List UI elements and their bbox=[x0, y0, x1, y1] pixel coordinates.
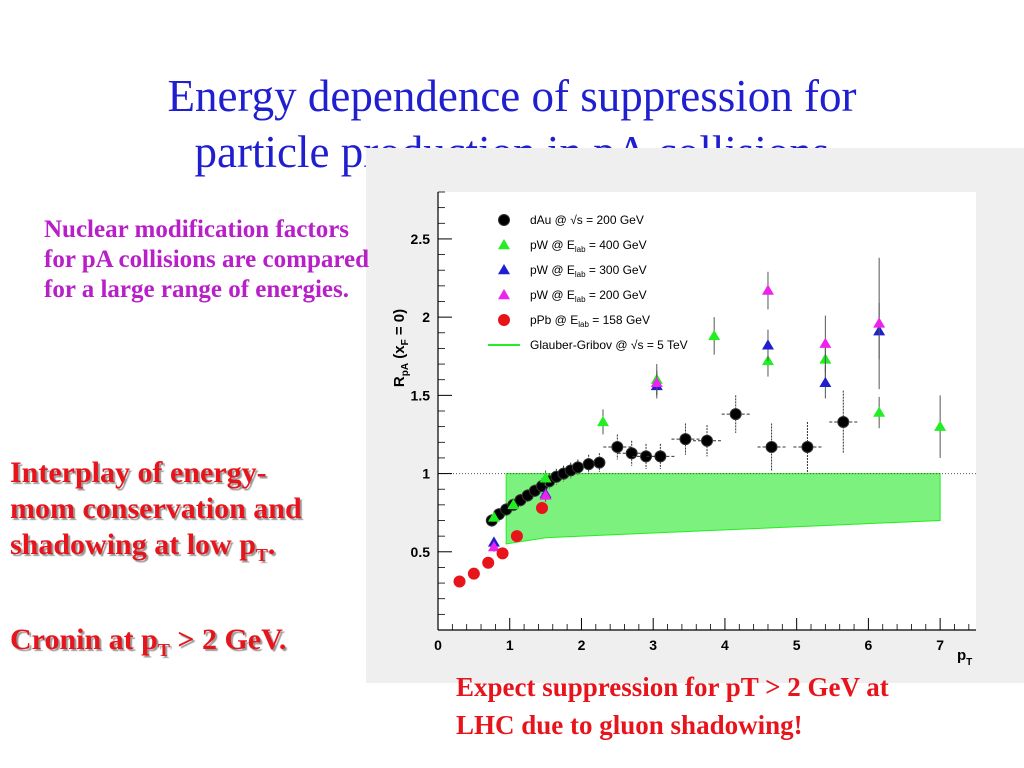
dau-s-200-gev-point bbox=[679, 433, 692, 446]
pw-elab-400-gev-point bbox=[934, 420, 947, 431]
ppb-elab-158-gev-point bbox=[467, 567, 480, 580]
legend-entry: pW @ Elab = 400 GeV bbox=[530, 238, 647, 254]
dau-s-200-gev-point bbox=[801, 440, 814, 453]
legend-marker bbox=[498, 289, 510, 300]
dau-s-200-gev-point bbox=[640, 450, 653, 463]
pw-elab-200-gev-point bbox=[761, 284, 774, 295]
pw-elab-400-gev-point bbox=[873, 406, 886, 417]
bottom-note-line-1: Expect suppression for pT > 2 GeV at bbox=[456, 672, 889, 702]
x-tick-label: 6 bbox=[865, 637, 873, 653]
x-axis-label: pT bbox=[957, 647, 972, 668]
pw-elab-200-gev-point bbox=[650, 376, 663, 388]
rpa-chart: 0 1 2 3 4 5 6 7 0.5 1 1.5 2 2.5 RpA (xF = 0) pT dAu @ √… bbox=[391, 191, 976, 668]
legend-marker bbox=[498, 314, 510, 326]
cronin-text: Cronin at p bbox=[10, 623, 158, 656]
dau-s-200-gev-point bbox=[611, 440, 624, 453]
interplay-period: . bbox=[267, 528, 276, 561]
left-note: Nuclear modification factors for pA coll… bbox=[44, 216, 369, 303]
legend-entry: Glauber-Gribov @ √s = 5 TeV bbox=[530, 338, 688, 352]
bottom-note: Expect suppression for pT > 2 GeV at LHC… bbox=[456, 668, 1016, 744]
y-tick-label: 2.5 bbox=[411, 231, 431, 247]
legend-marker bbox=[498, 264, 510, 275]
x-tick-label: 4 bbox=[721, 637, 729, 653]
pw-elab-400-gev-point bbox=[487, 511, 500, 522]
legend-entry: pW @ Elab = 200 GeV bbox=[530, 288, 647, 304]
dau-s-200-gev-point bbox=[582, 458, 595, 471]
ppb-elab-158-gev-point bbox=[453, 575, 466, 588]
title-line-1: Energy dependence of suppression for bbox=[167, 71, 857, 121]
pw-elab-400-gev-point bbox=[708, 329, 721, 341]
plot-area bbox=[438, 192, 976, 630]
legend-marker bbox=[498, 214, 510, 226]
pw-elab-200-gev-point bbox=[539, 489, 552, 500]
pw-elab-200-gev-point bbox=[873, 317, 886, 328]
dau-s-200-gev-point bbox=[765, 440, 778, 453]
cronin-subscript: T bbox=[157, 640, 170, 660]
y-tick-label: 1 bbox=[422, 466, 430, 482]
glauber-gribov-band bbox=[505, 473, 941, 545]
dau-s-200-gev-point bbox=[701, 434, 713, 447]
x-tick-label: 1 bbox=[506, 637, 514, 653]
y-axis-label: RpA (xF = 0) bbox=[391, 309, 411, 387]
legend-entry: dAu @ √s = 200 GeV bbox=[530, 213, 644, 227]
legend-entry: pW @ Elab = 300 GeV bbox=[530, 263, 647, 279]
cronin-note: Cronin at pT > 2 GeV. bbox=[10, 622, 410, 668]
y-tick-label: 2 bbox=[422, 309, 430, 325]
dau-s-200-gev-point bbox=[729, 408, 742, 421]
x-tick-label: 5 bbox=[793, 637, 801, 653]
interplay-line-3-text: shadowing at low p bbox=[10, 528, 256, 561]
y-tick-label: 1.5 bbox=[411, 387, 431, 403]
dau-s-200-gev-point bbox=[593, 456, 606, 469]
dau-s-200-gev-point bbox=[571, 461, 584, 474]
interplay-line-1: Interplay of energy- bbox=[10, 456, 267, 489]
cronin-threshold: > 2 GeV. bbox=[169, 623, 287, 656]
pw-elab-300-gev-point bbox=[819, 376, 832, 388]
pw-elab-200-gev-point bbox=[819, 337, 832, 348]
pw-elab-200-gev-point bbox=[487, 541, 500, 552]
dau-s-200-gev-point bbox=[625, 447, 638, 460]
x-tick-label: 2 bbox=[578, 637, 586, 653]
interplay-subscript: T bbox=[255, 545, 268, 565]
x-tick-label: 7 bbox=[936, 637, 944, 653]
interplay-line-3: shadowing at low pT. bbox=[10, 527, 410, 573]
dau-s-200-gev-point bbox=[837, 415, 850, 428]
ppb-elab-158-gev-point bbox=[482, 556, 495, 569]
ppb-elab-158-gev-point bbox=[510, 530, 523, 543]
pw-elab-400-gev-point bbox=[596, 415, 609, 427]
interplay-line-2: mom conservation and bbox=[10, 492, 302, 525]
pw-elab-400-gev-point bbox=[507, 498, 520, 510]
bottom-note-line-2: LHC due to gluon shadowing! bbox=[456, 710, 803, 740]
legend-marker bbox=[498, 239, 510, 250]
legend-entry: pPb @ Elab = 158 GeV bbox=[530, 313, 650, 329]
ppb-elab-158-gev-point bbox=[536, 501, 549, 514]
pw-elab-400-gev-point bbox=[539, 472, 552, 483]
pw-elab-300-gev-point bbox=[761, 339, 774, 350]
x-tick-label: 3 bbox=[649, 637, 657, 653]
interplay-note: Interplay of energy- mom conservation an… bbox=[10, 455, 410, 573]
y-tick-label: 0.5 bbox=[411, 544, 431, 560]
x-tick-label: 0 bbox=[434, 637, 442, 653]
ppb-elab-158-gev-point bbox=[496, 547, 509, 560]
dau-s-200-gev-point bbox=[654, 450, 667, 463]
